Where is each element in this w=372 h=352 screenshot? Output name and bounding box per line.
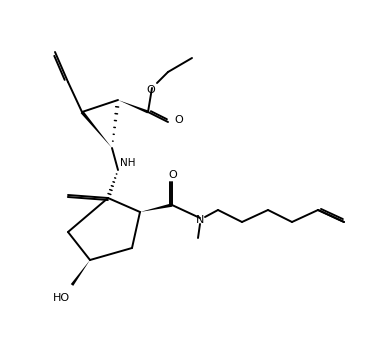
Text: NH: NH [120, 158, 135, 168]
Text: O: O [147, 85, 155, 95]
Polygon shape [140, 203, 172, 212]
Polygon shape [118, 100, 148, 113]
Text: O: O [169, 170, 177, 180]
Text: O: O [174, 115, 183, 125]
Text: HO: HO [53, 293, 70, 303]
Text: N: N [196, 215, 204, 225]
Polygon shape [81, 111, 112, 148]
Polygon shape [71, 260, 90, 286]
